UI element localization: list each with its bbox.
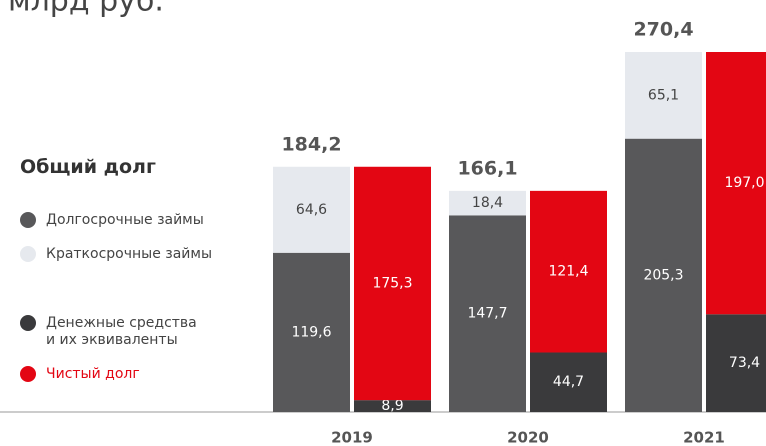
legend: Общий долг Долгосрочные займы Краткосрочн… xyxy=(20,156,260,400)
data-label: 44,7 xyxy=(553,374,584,390)
total-label: 270,4 xyxy=(633,19,693,41)
bar-segment xyxy=(625,52,702,139)
data-label: 121,4 xyxy=(548,264,588,280)
legend-item: Чистый долг xyxy=(20,366,260,383)
bar-segment xyxy=(706,314,766,412)
legend-label: Денежные средства и их эквиваленты xyxy=(46,315,197,348)
legend-label: Краткосрочные займы xyxy=(46,246,213,262)
legend-label: Чистый долг xyxy=(46,366,140,382)
data-label: 175,3 xyxy=(372,275,412,291)
legend-marker xyxy=(20,366,36,382)
bar-segment xyxy=(449,215,526,412)
bar-segment xyxy=(530,352,607,412)
chart-subtitle: млрд руб. xyxy=(8,0,164,19)
legend-label: Долгосрочные займы xyxy=(46,212,204,228)
bar-segment xyxy=(706,52,766,315)
bar-segment xyxy=(354,166,431,401)
bar-segment xyxy=(449,190,526,216)
legend-title: Общий долг xyxy=(20,156,156,178)
total-label: 184,2 xyxy=(281,133,341,155)
data-label: 119,6 xyxy=(291,324,331,340)
data-label: 8,9 xyxy=(381,398,403,414)
data-label: 73,4 xyxy=(729,355,760,371)
x-tick-label: 2021 xyxy=(683,429,725,446)
bar-segment xyxy=(273,166,350,253)
bar-segment xyxy=(354,400,431,412)
legend-item: Долгосрочные займы xyxy=(20,212,260,229)
legend-marker xyxy=(20,246,36,262)
data-label: 197,0 xyxy=(724,175,764,191)
legend-item: Краткосрочные займы xyxy=(20,246,260,263)
data-label: 64,6 xyxy=(296,202,327,218)
data-label: 205,3 xyxy=(643,267,683,283)
data-label: 147,7 xyxy=(467,306,507,322)
x-tick-label: 2019 xyxy=(331,429,373,446)
bar-segment xyxy=(273,252,350,412)
bar-segment xyxy=(530,190,607,353)
legend-marker xyxy=(20,212,36,228)
legend-item: Денежные средства и их эквиваленты xyxy=(20,315,260,349)
total-label: 166,1 xyxy=(457,157,517,179)
x-tick-label: 2020 xyxy=(507,429,549,446)
legend-marker xyxy=(20,315,36,331)
data-label: 65,1 xyxy=(648,87,679,103)
bar-segment xyxy=(625,138,702,412)
data-label: 18,4 xyxy=(472,195,503,211)
